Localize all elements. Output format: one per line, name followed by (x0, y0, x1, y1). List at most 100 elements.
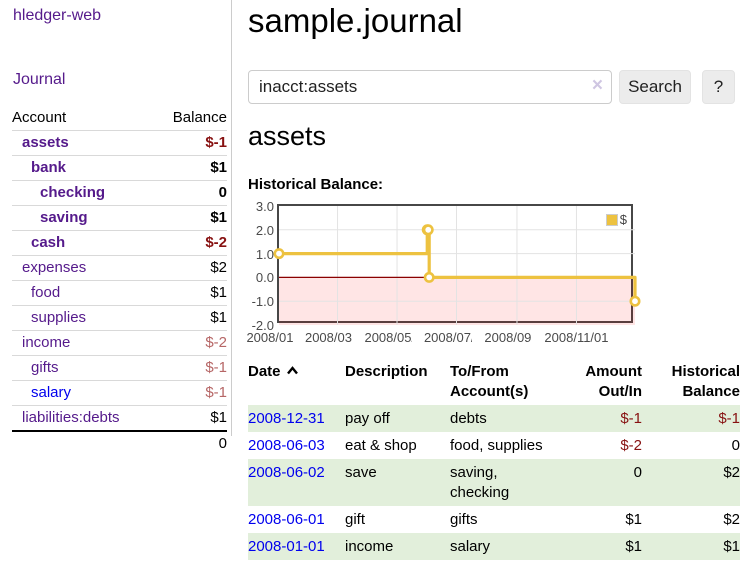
sidebar: hledger-web Journal Account Balance asse… (0, 0, 232, 456)
clear-search-icon[interactable]: × (591, 75, 603, 96)
accounts-header-account: Account (12, 109, 67, 126)
legend-label: $ (619, 212, 627, 227)
y-axis-tick-label: -1.0 (251, 294, 274, 310)
account-row: salary $-1 (12, 380, 227, 406)
chart-plot-area[interactable]: $ (273, 204, 641, 325)
transaction-date-link[interactable]: 2008-06-01 (248, 511, 325, 528)
account-link[interactable]: assets (22, 134, 69, 151)
account-link[interactable]: saving (40, 209, 88, 226)
account-row: gifts $-1 (12, 355, 227, 381)
transaction-amount: $1 (625, 538, 642, 555)
account-link[interactable]: gifts (31, 359, 59, 376)
transaction-balance: $2 (723, 464, 740, 481)
account-link[interactable]: cash (31, 234, 66, 251)
y-axis-tick-label: -2.0 (251, 318, 274, 333)
transaction-description: pay off (345, 410, 390, 427)
register-table: Date Description To/From Account(s) Amou… (248, 358, 740, 560)
transaction-date-link[interactable]: 2008-01-01 (248, 538, 325, 555)
transaction-accounts: debts (450, 410, 487, 427)
y-axis-tick-label: 2.0 (255, 222, 274, 238)
search-input[interactable] (248, 70, 612, 104)
account-balance: $-2 (119, 230, 227, 256)
account-balance: $1 (119, 155, 227, 181)
transaction-description: save (345, 464, 377, 481)
account-row: saving $1 (12, 205, 227, 231)
register-header-description: Description (345, 363, 428, 380)
account-link[interactable]: expenses (22, 259, 87, 276)
transaction-description: eat & shop (345, 437, 417, 454)
search-button[interactable]: Search (619, 70, 691, 104)
sidebar-item-journal[interactable]: Journal (13, 71, 66, 88)
accounts-header-row: Account Balance (12, 106, 227, 131)
transaction-accounts: food, supplies (450, 437, 543, 454)
x-axis-tick-label: 2008/11/01 (531, 330, 622, 345)
page-title: sample.journal (248, 2, 463, 39)
chart-legend: $ (605, 212, 627, 227)
transaction-date-link[interactable]: 2008-12-31 (248, 410, 325, 427)
register-header-row: Date Description To/From Account(s) Amou… (248, 358, 740, 405)
transaction-balance: 0 (731, 437, 740, 454)
account-row: cash $-2 (12, 230, 227, 256)
chart-title: Historical Balance: (248, 176, 384, 193)
transaction-amount: 0 (633, 464, 642, 481)
transaction-balance: $-1 (718, 410, 740, 427)
transaction-amount: $1 (625, 511, 642, 528)
register-header-amount: Amount Out/In (585, 363, 642, 400)
register-header-accounts: To/From Account(s) (450, 363, 529, 400)
account-heading: assets (248, 121, 327, 151)
register-row: 2008-06-01 gift gifts $1 $2 (248, 506, 740, 533)
register-row: 2008-12-31 pay off debts $-1 $-1 (248, 405, 740, 432)
accounts-table: Account Balance assets $-1 bank $1 checking 0… (12, 106, 227, 456)
account-link[interactable]: bank (31, 159, 67, 176)
brand-link[interactable]: hledger-web (13, 7, 102, 24)
y-axis-tick-label: 0.0 (255, 270, 274, 286)
account-balance: $2 (119, 255, 227, 281)
account-balance: $-1 (119, 130, 227, 156)
register-header-date[interactable]: Date (248, 358, 345, 405)
accounts-header-balance: Balance (172, 109, 227, 126)
y-axis-tick-label: 3.0 (255, 199, 274, 214)
transaction-accounts: gifts (450, 511, 478, 528)
account-balance: $-1 (119, 355, 227, 381)
accounts-total-spacer (12, 430, 120, 456)
transaction-date-link[interactable]: 2008-06-03 (248, 437, 325, 454)
account-link[interactable]: income (22, 334, 71, 351)
transaction-description: gift (345, 511, 366, 528)
transaction-balance: $1 (723, 538, 740, 555)
chart-canvas (273, 206, 641, 325)
account-link[interactable]: checking (40, 184, 106, 201)
transaction-date-link[interactable]: 2008-06-02 (248, 464, 325, 481)
account-row: checking 0 (12, 180, 227, 206)
transaction-description: income (345, 538, 394, 555)
register-row: 2008-06-02 save saving, checking 0 $2 (248, 459, 740, 506)
register-row: 2008-01-01 income salary $1 $1 (248, 533, 740, 560)
account-link[interactable]: supplies (31, 309, 87, 326)
account-balance: $1 (119, 405, 227, 431)
search-form: × Search ? (248, 70, 742, 104)
account-link[interactable]: salary (31, 384, 72, 401)
account-row: supplies $1 (12, 305, 227, 331)
register-row: 2008-06-03 eat & shop food, supplies $-2 0 (248, 432, 740, 459)
transaction-accounts: saving, checking (450, 464, 510, 501)
account-row: income $-2 (12, 330, 227, 356)
y-axis-tick-label: 1.0 (255, 246, 274, 262)
transaction-balance: $2 (723, 511, 740, 528)
sort-ascending-icon (286, 366, 298, 375)
account-link[interactable]: liabilities:debts (22, 409, 120, 426)
register-header-balance: Historical Balance (671, 363, 740, 400)
account-balance: $-2 (119, 330, 227, 356)
transaction-amount: $-2 (620, 437, 642, 454)
account-link[interactable]: food (31, 284, 61, 301)
accounts-total-row: 0 (12, 430, 227, 456)
help-button[interactable]: ? (702, 70, 735, 104)
transaction-amount: $-1 (620, 410, 642, 427)
accounts-total-value: 0 (119, 430, 227, 456)
account-balance: $1 (119, 280, 227, 306)
account-row: food $1 (12, 280, 227, 306)
account-balance: $1 (119, 205, 227, 231)
legend-swatch-icon (605, 213, 618, 226)
historical-balance-chart: $ 3.0 2.0 1.0 0.0 -1.0 -2.0 2008/01/01 2008/03/… (234, 198, 742, 348)
transaction-accounts: salary (450, 538, 491, 555)
account-balance: $-1 (119, 380, 227, 406)
